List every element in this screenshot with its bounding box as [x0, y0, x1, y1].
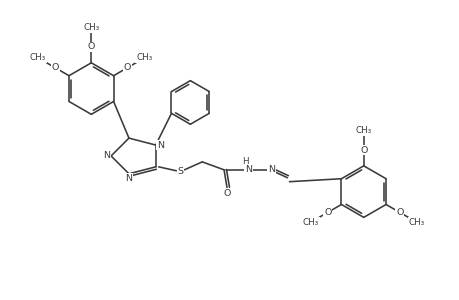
Text: N: N — [125, 174, 132, 183]
Text: H: H — [242, 158, 249, 166]
Text: CH₃: CH₃ — [83, 22, 99, 32]
Text: N: N — [245, 165, 252, 174]
Text: O: O — [51, 63, 59, 72]
Text: S: S — [177, 167, 183, 176]
Text: O: O — [395, 208, 403, 217]
Text: O: O — [359, 146, 367, 154]
Text: O: O — [123, 63, 131, 72]
Text: O: O — [87, 43, 95, 52]
Text: CH₃: CH₃ — [302, 218, 318, 227]
Text: N: N — [102, 152, 109, 160]
Text: CH₃: CH₃ — [355, 126, 371, 135]
Text: N: N — [268, 165, 274, 174]
Text: O: O — [223, 189, 230, 198]
Text: CH₃: CH₃ — [408, 218, 424, 227]
Text: N: N — [157, 140, 164, 149]
Text: CH₃: CH₃ — [30, 53, 46, 62]
Text: CH₃: CH₃ — [136, 53, 152, 62]
Text: O: O — [323, 208, 330, 217]
